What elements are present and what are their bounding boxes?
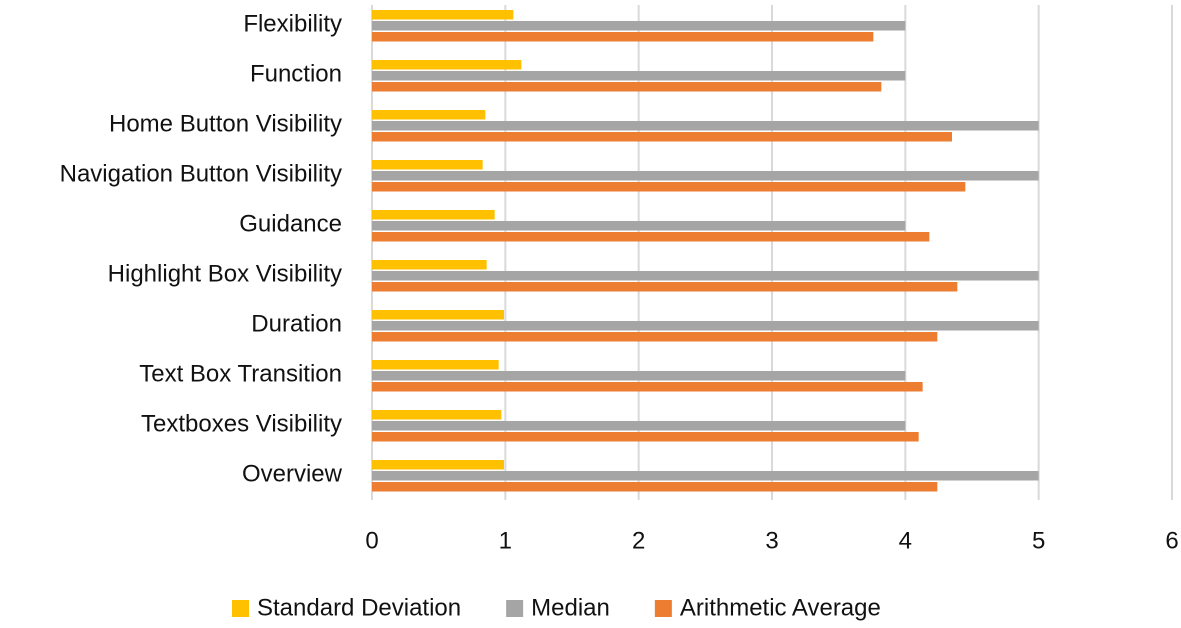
legend-label: Median (531, 594, 610, 621)
x-tick-label: 2 (632, 527, 645, 554)
bar (372, 332, 938, 342)
y-tick-label: Overview (242, 460, 343, 487)
bar (372, 121, 1039, 131)
bar (372, 432, 919, 442)
bar (372, 160, 483, 170)
bar (372, 71, 906, 81)
bar (372, 110, 486, 120)
bar (372, 60, 522, 70)
bar (372, 321, 1039, 331)
bar (372, 410, 502, 420)
y-tick-label: Function (250, 60, 342, 87)
legend-label: Arithmetic Average (680, 594, 881, 621)
x-tick-label: 0 (365, 527, 378, 554)
x-tick-label: 5 (1032, 527, 1045, 554)
x-tick-label: 1 (499, 527, 512, 554)
bar (372, 360, 499, 370)
y-tick-label: Home Button Visibility (109, 110, 342, 137)
bar (372, 32, 874, 42)
bar (372, 21, 906, 31)
y-tick-label: Highlight Box Visibility (108, 260, 342, 287)
legend-label: Standard Deviation (257, 594, 461, 621)
bar (372, 260, 487, 270)
bar (372, 171, 1039, 181)
bar (372, 421, 906, 431)
y-tick-label: Guidance (239, 210, 342, 237)
legend-swatch (506, 600, 524, 617)
x-tick-label: 3 (765, 527, 778, 554)
x-tick-label: 4 (899, 527, 912, 554)
bar (372, 371, 906, 381)
y-tick-label: Navigation Button Visibility (60, 160, 342, 187)
y-tick-label: Textboxes Visibility (141, 410, 342, 437)
bar (372, 460, 504, 470)
bar (372, 310, 504, 320)
y-tick-label: Duration (251, 310, 342, 337)
bar (372, 232, 930, 242)
bar (372, 471, 1039, 481)
bar (372, 271, 1039, 281)
bar (372, 10, 514, 20)
bar (372, 82, 882, 92)
bar (372, 482, 938, 492)
y-tick-label: Flexibility (243, 10, 342, 37)
x-tick-label: 6 (1165, 527, 1178, 554)
bar (372, 132, 952, 142)
bar (372, 282, 958, 292)
y-tick-label: Text Box Transition (139, 360, 342, 387)
bar (372, 182, 966, 192)
bar (372, 210, 495, 220)
bar (372, 221, 906, 231)
legend-swatch (232, 600, 249, 617)
bar (372, 382, 923, 392)
legend-swatch (654, 600, 672, 617)
